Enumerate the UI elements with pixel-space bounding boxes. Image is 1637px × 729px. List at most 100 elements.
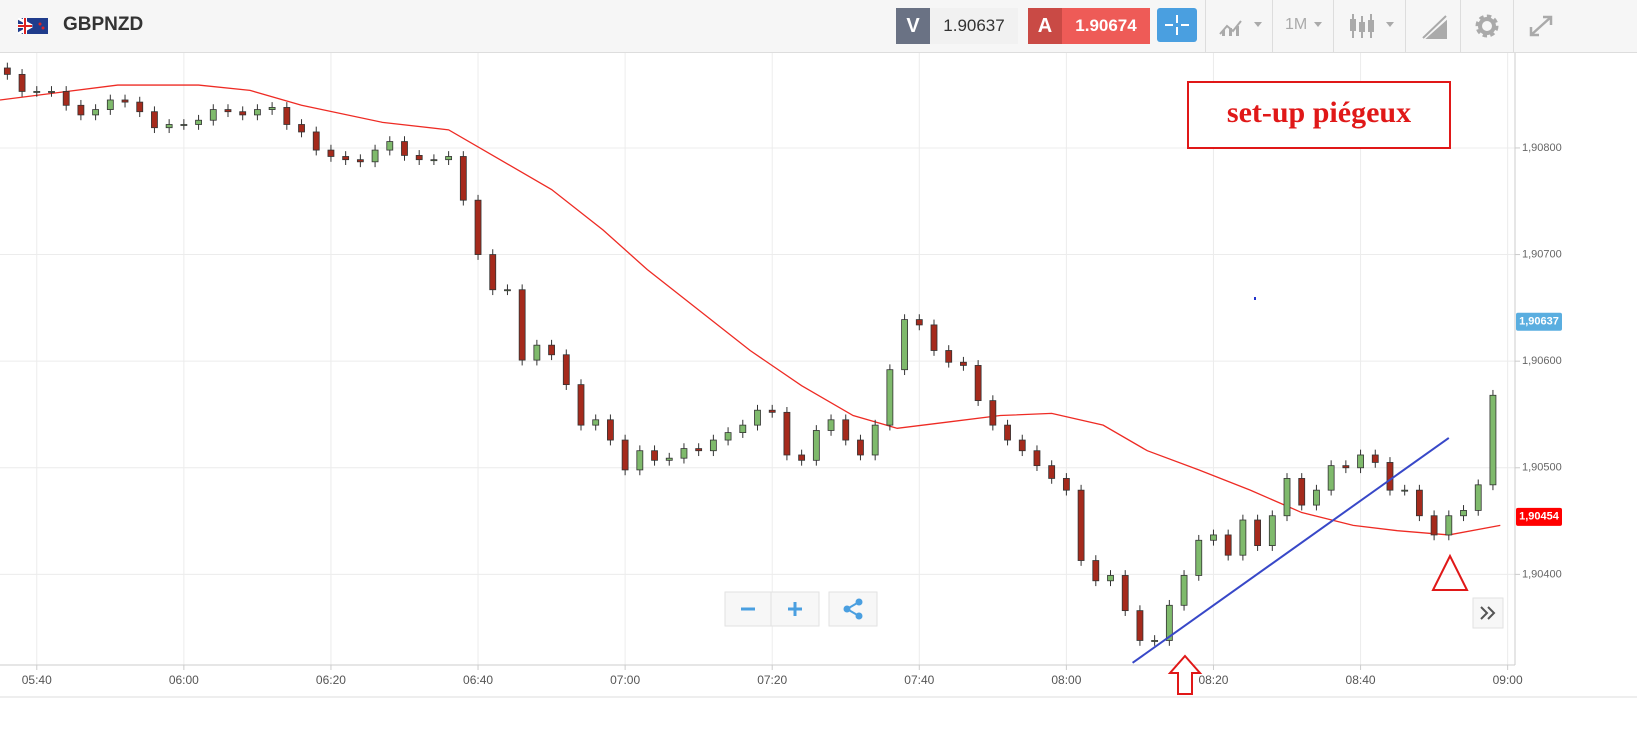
settings-button[interactable] — [1474, 13, 1500, 39]
header: GBPNZD V 1.90637 A 1.90674 1M — [0, 0, 1637, 53]
candle-body — [1386, 462, 1394, 491]
price-tag — [1516, 507, 1562, 526]
candle-body — [1210, 534, 1217, 541]
ask-label[interactable]: A — [1028, 8, 1062, 44]
candle-body — [1062, 478, 1070, 491]
candle-body — [1107, 575, 1114, 582]
candle-body — [504, 289, 511, 292]
x-tick-label: 06:00 — [169, 673, 199, 687]
candle-body — [768, 409, 776, 413]
candle-body — [739, 424, 747, 433]
candle-body — [562, 354, 570, 386]
bid-price[interactable]: 1.90637 — [930, 8, 1018, 44]
candle-type-button[interactable] — [1348, 12, 1398, 40]
x-tick-label: 08:20 — [1198, 673, 1228, 687]
candle-body — [1298, 478, 1306, 506]
chart-type-button[interactable] — [1218, 14, 1266, 38]
crosshair-button[interactable] — [1157, 8, 1197, 42]
candle-body — [195, 119, 202, 125]
candle-body — [327, 149, 335, 157]
x-tick-label: 07:40 — [904, 673, 934, 687]
candle-body — [18, 73, 26, 92]
fullscreen-button[interactable] — [1527, 13, 1555, 39]
candle-body — [1371, 454, 1379, 463]
draw-button[interactable] — [1420, 12, 1450, 40]
candle-body — [960, 361, 967, 366]
candle-body — [62, 91, 70, 106]
candle-body — [92, 109, 100, 116]
candle-body — [180, 124, 188, 126]
candle-body — [254, 109, 261, 116]
candle-body — [857, 439, 864, 456]
annotation: set-up piégeux — [1227, 96, 1411, 129]
candle-body — [1474, 484, 1482, 511]
candle-body — [989, 400, 997, 426]
candle-body — [1048, 465, 1056, 479]
candle-body — [224, 109, 232, 113]
separator — [1405, 0, 1406, 52]
candle-body — [1430, 515, 1438, 536]
candle-body — [268, 107, 276, 110]
share[interactable] — [828, 591, 878, 627]
y-tick-label: 1,90700 — [1522, 248, 1562, 260]
candle-body — [48, 91, 55, 93]
x-tick-label: 07:20 — [757, 673, 787, 687]
separator — [1272, 0, 1273, 52]
candle-body — [1136, 610, 1144, 641]
candle-body — [371, 149, 379, 163]
candle-body — [680, 448, 688, 459]
candle-body — [1033, 450, 1041, 467]
candle-body — [121, 99, 129, 103]
candle-body — [901, 319, 908, 371]
candle-body — [430, 159, 438, 162]
candle-body — [798, 454, 806, 461]
ask-price[interactable]: 1.90674 — [1062, 8, 1150, 44]
x-tick-label: 08:40 — [1346, 673, 1376, 687]
candle-body — [1018, 439, 1026, 452]
candle-body — [1460, 510, 1467, 517]
candle-body — [1327, 465, 1335, 491]
candle-body — [165, 124, 173, 129]
candle-body — [636, 450, 644, 471]
zoom-controls — [724, 591, 1504, 629]
timeframe[interactable]: 1M — [1285, 16, 1308, 33]
candle-body — [1180, 575, 1188, 606]
candle-body — [77, 104, 85, 116]
triangle-marker — [1431, 553, 1469, 591]
candle-body — [1195, 539, 1203, 576]
y-tick-label: 1,90500 — [1522, 462, 1562, 474]
candle-body — [665, 457, 673, 461]
trendline — [1131, 437, 1450, 664]
candle-body — [871, 424, 879, 456]
candle-body — [651, 450, 658, 461]
symbol: GBPNZD — [63, 14, 144, 35]
y-tick-label: 1,90600 — [1522, 355, 1562, 367]
bid-label[interactable]: V — [896, 8, 930, 44]
candle-body — [1342, 465, 1350, 469]
candle-body — [209, 109, 217, 121]
candle-body — [3, 67, 11, 75]
moving-average — [0, 84, 1501, 536]
candle-body — [930, 324, 938, 351]
dot — [1254, 297, 1256, 300]
x-tick-label: 06:40 — [463, 673, 493, 687]
annotation-box — [1187, 81, 1451, 149]
candle-body — [1445, 515, 1453, 536]
candle-body — [724, 432, 732, 441]
chevrons-icon — [1480, 606, 1496, 620]
candle-body — [1283, 478, 1291, 517]
timeframe-caret — [1314, 22, 1322, 27]
candle-body — [1092, 560, 1100, 582]
candle-body — [386, 141, 394, 151]
candle-body — [607, 419, 614, 441]
x-tick-label: 08:00 — [1051, 673, 1081, 687]
candle-body — [1254, 519, 1261, 546]
candle-body — [783, 411, 791, 456]
candle-body — [342, 156, 350, 161]
candle-body — [621, 439, 629, 471]
arrow-marker — [1167, 654, 1203, 695]
candle-body — [1357, 454, 1364, 469]
candle-body — [577, 384, 585, 426]
